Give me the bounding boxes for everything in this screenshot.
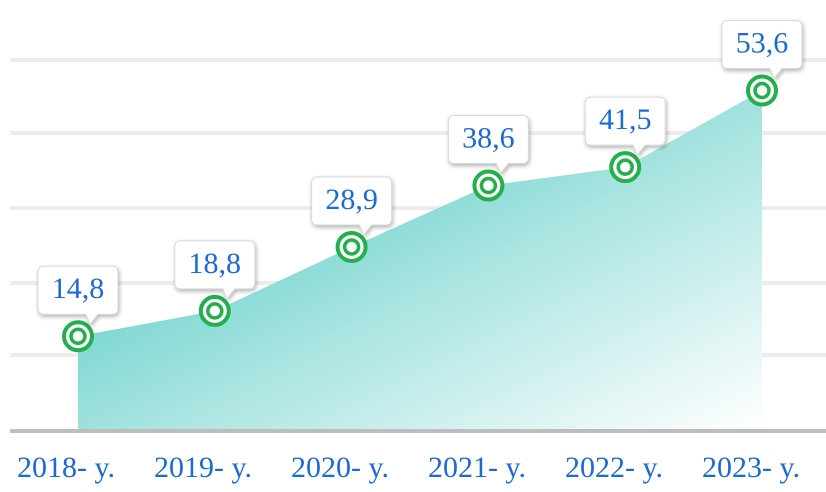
x-tick-label: 2023- y. xyxy=(702,451,800,484)
value-label: 41,5 xyxy=(599,103,652,136)
x-tick-label: 2019- y. xyxy=(154,451,252,484)
value-label-box: 28,9 xyxy=(311,176,393,236)
marker xyxy=(472,169,505,202)
marker-inner xyxy=(753,81,771,100)
x-tick-label: 2022- y. xyxy=(565,451,663,484)
marker-inner xyxy=(206,302,224,320)
marker xyxy=(609,151,642,184)
value-label-box: 14,8 xyxy=(37,265,119,326)
marker-outer xyxy=(198,294,231,327)
value-label: 18,8 xyxy=(189,247,242,280)
marker-inner xyxy=(616,158,634,176)
value-label-box: 41,5 xyxy=(584,96,666,157)
marker xyxy=(746,74,778,107)
value-label: 28,9 xyxy=(325,183,378,216)
marker-inner xyxy=(69,327,87,346)
callout xyxy=(447,115,529,175)
marker-outer xyxy=(609,151,642,184)
callout xyxy=(584,96,666,157)
callout xyxy=(37,265,119,326)
value-label: 14,8 xyxy=(52,272,105,305)
x-tick-label: 2020- y. xyxy=(291,451,389,484)
marker xyxy=(62,320,94,353)
marker-inner xyxy=(342,238,361,256)
value-label: 38,6 xyxy=(462,121,515,154)
value-label-box: 53,6 xyxy=(721,20,803,80)
marker xyxy=(198,294,231,327)
value-label: 53,6 xyxy=(736,26,789,59)
marker xyxy=(335,230,368,263)
marker-outer xyxy=(472,169,505,202)
marker-outer xyxy=(746,74,778,107)
callout xyxy=(174,240,256,300)
marker-outer xyxy=(62,320,94,353)
marker-outer xyxy=(335,230,368,263)
area xyxy=(78,90,762,431)
value-label-box: 38,6 xyxy=(447,115,529,175)
x-tick-label: 2018- y. xyxy=(17,451,115,484)
marker-inner xyxy=(479,176,498,195)
plot: 14,8 18,8 28,9 38,6 41,5 53,6 xyxy=(37,20,803,431)
x-tick-label: 2021- y. xyxy=(428,451,526,484)
callout xyxy=(311,176,393,236)
callout xyxy=(721,20,803,80)
value-label-box: 18,8 xyxy=(174,240,256,300)
